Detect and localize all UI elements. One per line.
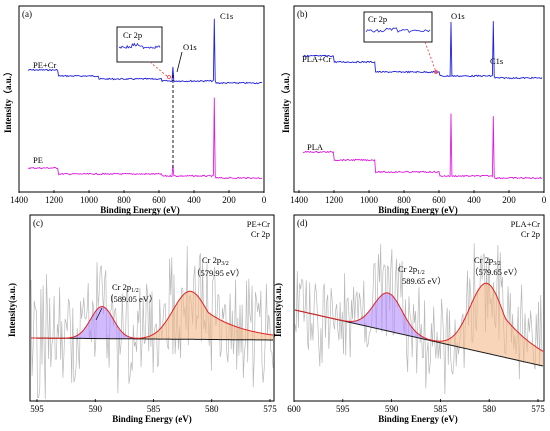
panel-b-xlabel: Binding Energy (eV) — [378, 205, 458, 215]
xtick-label: 600 — [432, 195, 446, 205]
panel-c-frame — [29, 214, 275, 402]
fit-envelope — [294, 282, 544, 352]
peak-3-2-label: Cr 2p3/2 — [202, 255, 229, 267]
panel-c-plot — [30, 246, 274, 400]
xtick-label: 595 — [30, 404, 44, 414]
c1s-label-b: C1s — [490, 56, 503, 66]
panel-c-tag: (c) — [33, 218, 43, 228]
panel-d-xticks: 600 595 590 585 580 575 — [287, 399, 545, 414]
xtick-label: 585 — [147, 404, 161, 414]
peak-1-2-label-d: Cr 2p1/2 — [398, 264, 425, 276]
pe-cr-label: PE+Cr — [33, 60, 56, 70]
fit-envelope — [31, 290, 274, 339]
panel-d-plot — [294, 243, 544, 395]
peak-3-2-energy: （579.95 eV） — [192, 268, 244, 278]
xtick-label: 580 — [482, 404, 496, 414]
xtick-label: 1000 — [80, 195, 99, 205]
xtick-label: 580 — [205, 404, 219, 414]
panel-c-title-1: PE+Cr — [247, 219, 270, 229]
xtick-label: 1200 — [325, 195, 344, 205]
pe-cr-spectrum — [27, 18, 263, 85]
inset-pointer — [149, 61, 169, 78]
xtick-label: 800 — [397, 195, 411, 205]
peak-1-2-label: Cr 2p1/2 — [112, 282, 139, 294]
panel-d-title-1: PLA+Cr — [511, 219, 541, 229]
panel-d-ylabel: Intensity(a.u.) — [273, 283, 283, 337]
xtick-label: 200 — [222, 195, 236, 205]
peak-1-2-energy: （589.05 eV） — [105, 294, 157, 304]
raw-spectrum — [294, 243, 544, 395]
o1s-label: O1s — [183, 42, 197, 52]
xtick-label: 400 — [187, 195, 201, 205]
inset-box — [116, 26, 163, 63]
panel-c-xlabel: Binding Energy (eV) — [112, 414, 192, 424]
inset-label: Cr 2p — [123, 30, 142, 40]
o1s-arrow — [176, 51, 183, 73]
xtick-label: 200 — [502, 195, 516, 205]
panel-d-tag: (d) — [297, 218, 308, 228]
panel-a-xlabel: Binding Energy (eV) — [100, 205, 180, 215]
peak-1-2-energy-d: 589.65 eV） — [402, 276, 446, 286]
inset-box-b — [363, 11, 433, 43]
panel-b-xticks: 1400 1200 1000 800 600 400 200 0 — [290, 190, 547, 205]
xtick-label: 590 — [89, 404, 103, 414]
inset-pointer-dot-b — [434, 70, 438, 74]
panel-c: (c) 595 590 585 580 575 Binding Energy (eV) … — [7, 214, 277, 424]
panel-d: (d) 600 595 590 585 580 575 Binding Energy (e… — [273, 214, 545, 424]
panel-b-ylabel: Intensity（a.u.） — [281, 67, 291, 133]
panel-d-title-2: Cr 2p — [521, 229, 540, 239]
xtick-label: 575 — [263, 404, 277, 414]
inset-pointer-dot — [167, 75, 171, 79]
panel-a-tag: (a) — [22, 9, 32, 19]
xtick-label: 400 — [467, 195, 481, 205]
panel-b-tag: (b) — [297, 9, 308, 19]
panel-a-xticks: 1400 1200 1000 800 600 400 200 0 — [10, 190, 267, 205]
panel-c-title-2: Cr 2p — [251, 229, 270, 239]
c1s-label: C1s — [220, 11, 233, 21]
panel-a-frame — [18, 5, 265, 193]
peak-3-2-energy-d: （579.65 eV） — [470, 267, 522, 277]
xtick-label: 575 — [531, 404, 545, 414]
panel-c-xticks: 595 590 585 580 575 — [30, 399, 277, 414]
xtick-label: 1400 — [290, 195, 309, 205]
xtick-label: 1000 — [360, 195, 379, 205]
panel-d-xlabel: Binding Energy (eV) — [378, 414, 458, 424]
pla-spectrum — [302, 113, 543, 180]
xtick-label: 585 — [434, 404, 448, 414]
xtick-label: 590 — [385, 404, 399, 414]
peak-3-2-area — [31, 291, 273, 340]
pla-label: PLA — [307, 142, 324, 152]
pe-label: PE — [33, 155, 43, 165]
xtick-label: 800 — [117, 195, 131, 205]
panel-a: (a) 1400 1200 1000 800 600 400 200 0 Binding En… — [3, 5, 267, 215]
xtick-label: 600 — [152, 195, 166, 205]
o1s-label-b: O1s — [451, 11, 465, 21]
background-line — [31, 337, 273, 341]
inset-spectrum-b — [365, 27, 431, 34]
panel-c-ylabel: Intensity(a.u.) — [7, 283, 17, 337]
xtick-label: 595 — [336, 404, 350, 414]
inset-pointer-b — [424, 41, 437, 73]
panel-a-ylabel: Intensity（a.u.） — [3, 67, 13, 133]
pla-cr-label: PLA+Cr — [302, 54, 332, 64]
xtick-label: 1200 — [45, 195, 64, 205]
xtick-label: 600 — [287, 404, 301, 414]
xtick-label: 0 — [542, 195, 547, 205]
pe-spectrum — [27, 97, 263, 180]
peak-1-2-area — [31, 306, 273, 340]
peak-3-2-area — [295, 283, 543, 366]
panel-b: (b) 1400 1200 1000 800 600 400 200 0 Binding En… — [281, 5, 547, 215]
xtick-label: 0 — [262, 195, 267, 205]
inset-label-b: Cr 2p — [368, 14, 387, 24]
pla-cr-spectrum — [302, 21, 543, 80]
panel-d-frame — [293, 214, 545, 402]
peak-1-2-pointer — [95, 307, 103, 321]
panel-b-frame — [293, 5, 545, 193]
xtick-label: 1400 — [10, 195, 29, 205]
peak-3-2-label-d: Cr 2p3/2 — [474, 255, 501, 267]
inset-spectrum — [118, 42, 161, 50]
